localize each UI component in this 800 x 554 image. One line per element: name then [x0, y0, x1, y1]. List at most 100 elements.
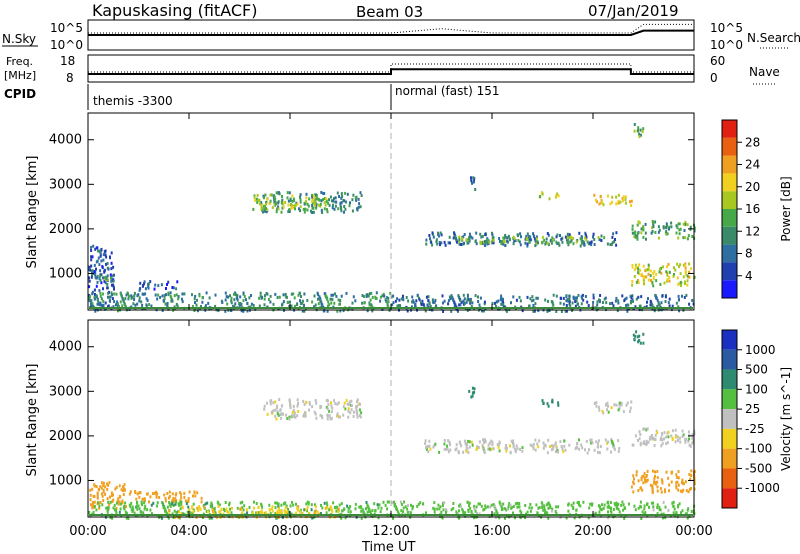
data-cell — [281, 206, 284, 210]
data-cell — [463, 233, 466, 236]
data-cell — [567, 509, 570, 513]
data-cell — [646, 503, 648, 507]
data-cell — [629, 200, 631, 204]
data-cell — [535, 503, 538, 507]
data-cell — [224, 501, 227, 504]
data-cell — [452, 298, 455, 302]
data-cell — [167, 280, 170, 284]
data-cell — [306, 208, 309, 212]
data-cell — [620, 401, 623, 405]
data-cell — [665, 470, 668, 474]
data-cell — [161, 501, 164, 504]
data-cell — [557, 194, 560, 198]
data-cell — [610, 438, 613, 442]
data-cell — [242, 299, 245, 302]
data-cell — [610, 450, 612, 454]
data-cell — [513, 237, 516, 241]
data-cell — [439, 243, 441, 247]
data-cell — [290, 203, 293, 207]
data-cell — [630, 301, 632, 305]
data-cell — [457, 309, 459, 313]
data-cell — [437, 232, 440, 235]
data-cell — [512, 242, 515, 246]
data-cell — [659, 508, 662, 512]
data-cell — [255, 502, 258, 505]
data-cell — [638, 339, 641, 342]
data-cell — [637, 267, 640, 271]
data-cell — [163, 493, 166, 497]
data-cell — [636, 231, 639, 235]
data-cell — [624, 506, 627, 510]
data-cell — [671, 438, 674, 441]
data-cell — [105, 277, 108, 281]
data-cell — [121, 295, 123, 299]
data-cell — [88, 510, 91, 514]
data-cell — [556, 192, 559, 196]
data-cell — [105, 506, 108, 510]
data-cell — [505, 309, 508, 313]
data-cell — [92, 494, 95, 498]
data-cell — [93, 270, 96, 273]
data-cell — [127, 517, 130, 520]
data-cell — [89, 295, 91, 299]
data-cell — [157, 293, 160, 297]
data-cell — [303, 292, 306, 296]
noise-panel: N.Sky 10^5 10^0 10^5 10^0 N.Search — [2, 19, 800, 52]
data-cell — [645, 305, 648, 309]
data-cell — [250, 302, 253, 306]
data-cell — [339, 299, 342, 302]
power-colorbar-swatch — [722, 209, 737, 227]
data-cell — [192, 494, 194, 498]
data-cell — [645, 439, 648, 443]
power-colorbar-swatch — [722, 120, 737, 138]
data-cell — [474, 294, 477, 298]
data-cell — [95, 284, 98, 288]
data-cell — [317, 302, 320, 306]
data-cell — [502, 297, 504, 301]
data-cell — [387, 300, 390, 304]
data-cell — [598, 451, 601, 455]
data-cell — [438, 507, 441, 511]
data-cell — [392, 301, 395, 305]
data-cell — [585, 235, 588, 239]
data-cell — [617, 301, 620, 305]
cpid-label: CPID — [4, 87, 36, 101]
data-cell — [448, 235, 451, 239]
data-cell — [551, 240, 553, 244]
data-cell — [239, 501, 242, 505]
data-cell — [610, 406, 613, 410]
data-cell — [259, 291, 262, 295]
data-cell — [613, 446, 616, 449]
data-cell — [98, 501, 101, 505]
data-cell — [620, 503, 623, 507]
data-cell — [613, 447, 616, 451]
data-cell — [665, 224, 668, 228]
data-cell — [426, 303, 429, 307]
data-cell — [269, 508, 271, 512]
data-cell — [675, 481, 678, 484]
data-cell — [590, 240, 593, 244]
data-cell — [259, 510, 262, 514]
data-cell — [691, 441, 694, 445]
data-cell — [601, 201, 604, 205]
data-cell — [560, 445, 563, 449]
data-cell — [207, 510, 209, 514]
y-tick-label: 4000 — [49, 340, 82, 355]
data-cell — [286, 509, 289, 513]
power-colorbar-swatch — [722, 226, 737, 245]
data-cell — [633, 231, 636, 235]
data-cell — [310, 508, 313, 512]
data-cell — [688, 275, 691, 279]
data-cell — [676, 435, 679, 439]
data-cell — [354, 502, 357, 506]
data-cell — [304, 201, 307, 205]
data-cell — [620, 403, 623, 407]
data-cell — [641, 272, 643, 276]
data-cell — [609, 302, 611, 306]
data-cell — [391, 303, 394, 307]
data-cell — [458, 303, 461, 307]
data-cell — [481, 309, 483, 313]
data-cell — [679, 263, 682, 267]
data-cell — [433, 507, 436, 511]
data-cell — [514, 239, 517, 243]
